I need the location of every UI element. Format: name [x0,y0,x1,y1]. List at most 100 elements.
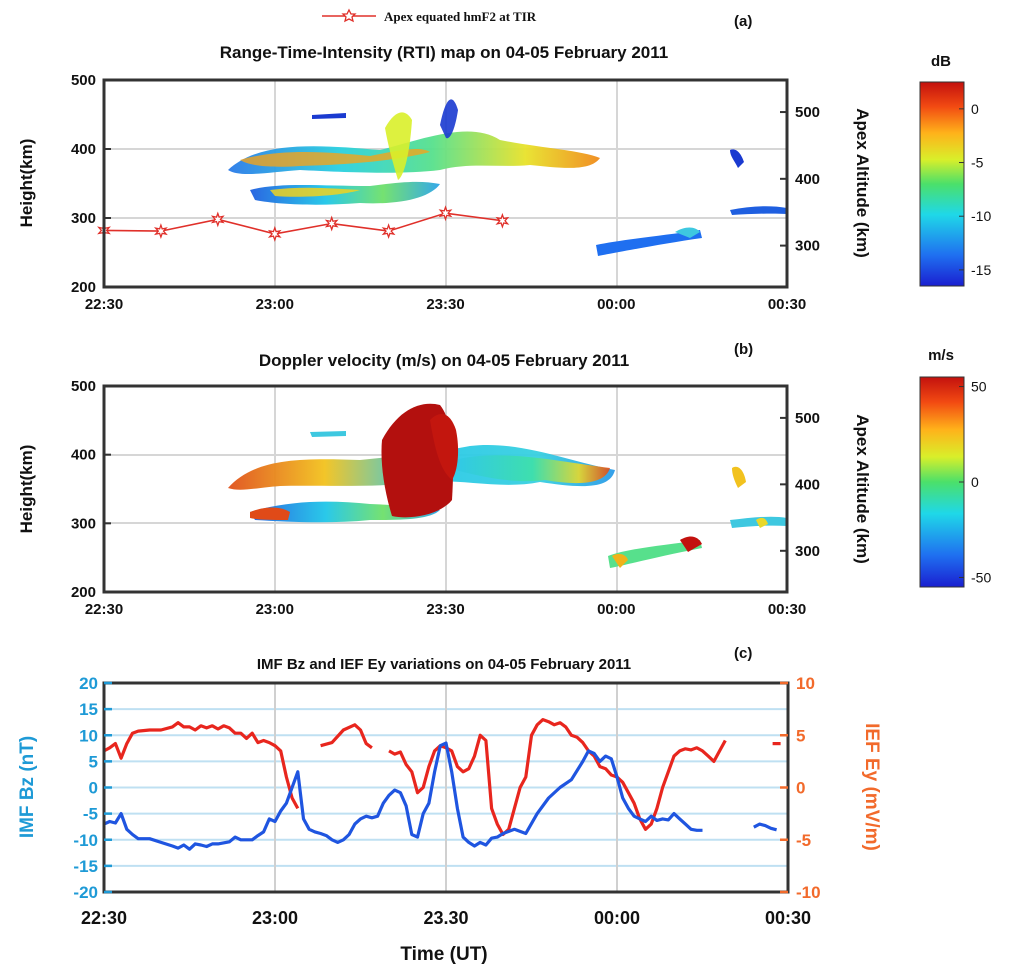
panel-c-y2label: IEF Ey (mV/m) [861,723,882,851]
panel-a-x-ticks: 22:30 23:00 23:30 00:00 00:30 [85,296,806,313]
x-tick-label: 23:00 [256,296,294,313]
panel-a: (a) Range-Time-Intensity (RTI) map on 04… [17,13,872,313]
panel-a-hmf2-series [97,205,510,242]
colorbar-tick-label: 0 [971,101,979,117]
y-tick-label: 200 [71,584,96,601]
panel-b-colorbar-title: m/s [928,347,954,364]
panel-b-colorbar: m/s 50 0 -50 [919,347,991,588]
y-tick-label: 200 [71,279,96,296]
panel-c-y2-ticks: 10 5 0 -5 -10 [780,674,821,902]
y-tick-label: 500 [71,72,96,89]
panel-b-colorbar-ticks: 50 0 -50 [959,379,991,585]
ey-line [320,723,373,750]
x-tick-label: 22:30 [85,601,123,618]
y2-tick-label: 500 [795,104,820,121]
colorbar-tick-label: 50 [971,379,987,395]
panel-c-ylabel: IMF Bz (nT) [17,736,38,838]
panel-a-colorbar-title: dB [931,53,951,70]
y2-tick-label: 300 [795,238,820,255]
hmf2-marker [324,215,339,232]
hmf2-marker [495,212,510,229]
ey-line [388,717,727,837]
panel-c-title: IMF Bz and IEF Ey variations on 04-05 Fe… [257,656,631,673]
colorbar-tick-label: -15 [971,262,991,278]
panel-a-colorbar-ticks: 0 -5 -10 -15 [959,101,991,278]
y-tick-label: 15 [79,700,98,719]
y2-tick-label: -5 [796,831,811,850]
y-tick-label: 400 [71,447,96,464]
panel-b-y2-ticks: 300 400 500 [780,410,820,560]
x-tick-label: 23:30 [426,601,464,618]
colorbar-tick-label: -50 [971,569,991,585]
panel-a-y-ticks: 200 300 400 500 [71,72,111,296]
panel-c-y-ticks: 20 15 10 5 0 -5 -10 -15 -20 [73,674,112,902]
y2-tick-label: 400 [795,476,820,493]
y-tick-label: 300 [71,515,96,532]
x-tick-label: 00:00 [597,296,635,313]
hmf2-marker [381,223,396,240]
panel-a-ylabel: Height(km) [17,139,36,228]
bz-line [103,741,703,851]
y2-tick-label: 10 [796,674,815,693]
panel-c-series [103,717,781,851]
panel-b-frame [102,384,789,594]
y2-tick-label: 5 [796,726,805,745]
x-tick-label: 00:00 [594,908,640,928]
x-tick-label: 23:30 [426,296,464,313]
colorbar-tick-label: 0 [971,474,979,490]
y-tick-label: -10 [73,831,98,850]
x-tick-label: 00:00 [597,601,635,618]
x-tick-label: 23:00 [252,908,298,928]
panel-b-y2label: Apex Altitude (km) [853,414,872,564]
panel-b-ylabel: Height(km) [17,445,36,534]
y-tick-label: 500 [71,378,96,395]
y-tick-label: 0 [89,779,98,798]
y-tick-label: -20 [73,883,98,902]
hmf2-marker [267,226,282,242]
panel-a-y2-ticks: 300 400 500 [780,104,820,255]
y-tick-label: 5 [89,752,98,771]
y2-tick-label: 500 [795,410,820,427]
panel-b-title: Doppler velocity (m/s) on 04-05 February… [259,351,629,370]
x-tick-label: 22:30 [81,908,127,928]
hmf2-line [103,212,503,235]
hmf2-marker [210,211,225,228]
legend: Apex equated hmF2 at TIR [322,8,537,24]
y2-tick-label: -10 [796,883,821,902]
x-tick-label: 00:30 [768,601,806,618]
hmf2-marker [153,223,168,240]
y-tick-label: 20 [79,674,98,693]
legend-star-marker-icon [341,8,357,23]
panel-b-x-ticks: 22:30 23:00 23:30 00:00 00:30 [85,601,806,618]
y2-tick-label: 0 [796,779,805,798]
panel-b-doppler-echoes [228,403,787,568]
legend-label: Apex equated hmF2 at TIR [384,9,537,24]
panel-a-y2label: Apex Altitude (km) [853,108,872,258]
x-tick-label: 23.30 [423,908,468,928]
y-tick-label: 10 [79,726,98,745]
panel-a-label: (a) [734,13,752,30]
x-tick-label: 23:00 [256,601,294,618]
panel-c-xlabel: Time (UT) [400,944,487,965]
panel-a-title: Range-Time-Intensity (RTI) map on 04-05 … [220,43,668,62]
y-tick-label: 300 [71,210,96,227]
panel-b: (b) Doppler velocity (m/s) on 04-05 Febr… [17,341,872,618]
panel-b-label: (b) [734,341,753,358]
y2-tick-label: 300 [795,543,820,560]
y-tick-label: 400 [71,141,96,158]
panel-c-label: (c) [734,645,752,662]
panel-b-y-ticks: 200 300 400 500 [71,378,111,601]
x-tick-label: 00:30 [765,908,811,928]
hmf2-marker [438,205,453,222]
colorbar-tick-label: -5 [971,155,984,171]
x-tick-label: 22:30 [85,296,123,313]
panel-c-x-ticks: 22:30 23:00 23.30 00:00 00:30 [81,908,811,928]
panel-c-grid [104,683,788,892]
bz-line [753,822,778,832]
panel-c: (c) IMF Bz and IEF Ey variations on 04-0… [17,645,882,965]
panel-a-rti-echoes [228,99,787,256]
y-tick-label: -5 [83,805,98,824]
panel-a-colorbar: dB 0 -5 -10 -15 [919,53,991,287]
colorbar-tick-label: -10 [971,208,991,224]
